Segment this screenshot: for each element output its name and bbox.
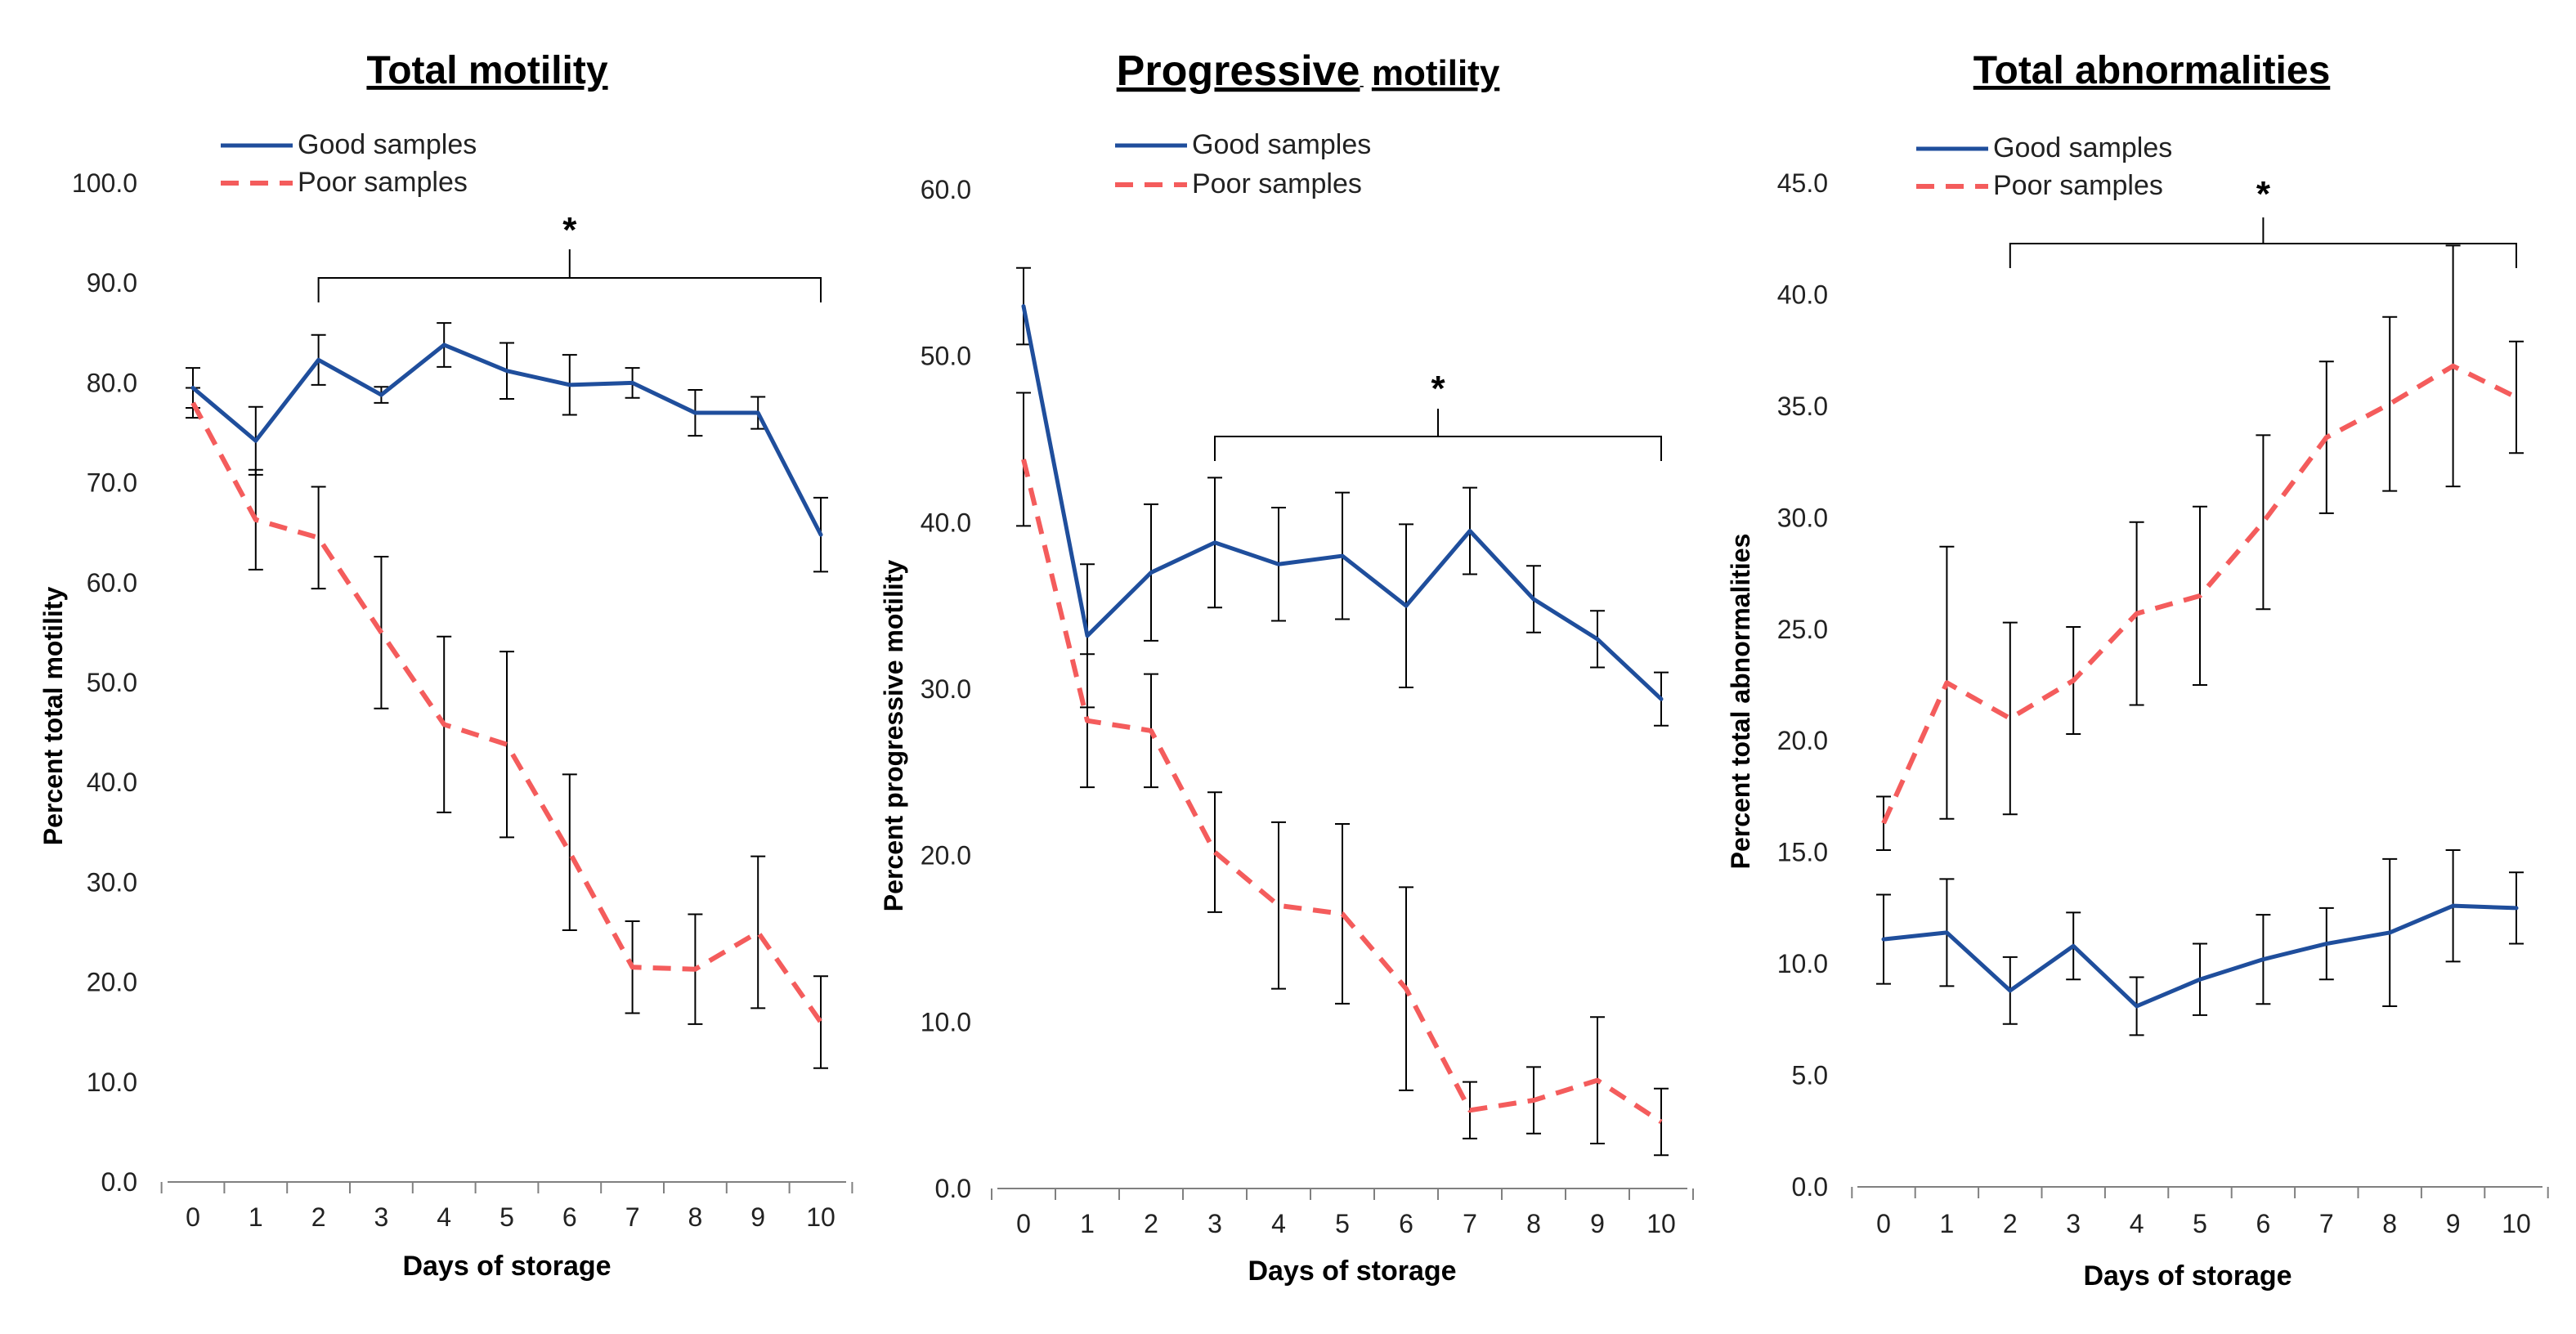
panel-total-abnormalities: Total abnormalities Percent total abnorm… (1726, 49, 2549, 1291)
x-tick-label: 4 (2130, 1209, 2144, 1238)
y-axis-label: Percent total abnormalities (1726, 534, 1755, 870)
significance-star: * (2256, 174, 2271, 214)
y-tick-label: 0.0 (101, 1167, 137, 1197)
y-axis-label: Percent total motility (38, 587, 68, 846)
x-tick-label: 10 (2502, 1209, 2531, 1238)
x-tick-label: 2 (311, 1202, 326, 1232)
x-tick-label: 3 (1207, 1209, 1222, 1238)
y-tick-label: 60.0 (921, 175, 971, 204)
x-tick-label: 8 (1526, 1209, 1541, 1238)
series-line-good (1881, 903, 2519, 1009)
series-line-poor (1881, 363, 2518, 825)
x-tick-label: 9 (2446, 1209, 2461, 1238)
legend-label-poor: Poor samples (1192, 168, 1362, 199)
x-tick-label: 5 (1335, 1209, 1350, 1238)
y-tick-label: 45.0 (1777, 168, 1828, 198)
x-tick-label: 1 (249, 1202, 263, 1232)
y-tick-label: 20.0 (1777, 726, 1828, 755)
y-tick-label: 20.0 (921, 841, 971, 871)
legend-label-good: Good samples (298, 129, 477, 160)
x-tick-label: 7 (2319, 1209, 2334, 1238)
y-tick-label: 90.0 (87, 268, 137, 298)
x-tick-label: 0 (186, 1202, 200, 1232)
series-line-poor (1021, 459, 1663, 1125)
panel-progressive-motility: Progressive motility Percent progressive… (879, 47, 1694, 1287)
y-tick-label: 70.0 (87, 468, 137, 498)
legend-label-good: Good samples (1993, 132, 2172, 163)
y-tick-label: 20.0 (87, 968, 137, 997)
y-tick-label: 30.0 (87, 867, 137, 897)
x-tick-label: 7 (1463, 1209, 1477, 1238)
x-axis-label: Days of storage (1248, 1256, 1456, 1287)
x-tick-label: 5 (500, 1202, 514, 1232)
x-tick-label: 0 (1016, 1209, 1031, 1238)
x-tick-label: 1 (1080, 1209, 1095, 1238)
x-tick-label: 8 (2382, 1209, 2397, 1238)
significance-bracket (2009, 243, 2517, 268)
y-tick-label: 60.0 (87, 568, 137, 598)
x-tick-label: 3 (2066, 1209, 2081, 1238)
x-tick-label: 6 (562, 1202, 577, 1232)
y-tick-label: 0.0 (1792, 1172, 1828, 1202)
significance-bracket (317, 277, 822, 302)
series-line-good (1021, 304, 1664, 701)
x-tick-label: 5 (2193, 1209, 2207, 1238)
y-tick-label: 10.0 (921, 1007, 971, 1036)
y-tick-label: 0.0 (935, 1174, 971, 1203)
x-axis-label: Days of storage (2083, 1260, 2292, 1291)
y-tick-label: 40.0 (87, 768, 137, 797)
legend-label-poor: Poor samples (1993, 170, 2163, 201)
chart-title: Total abnormalities (1973, 49, 2331, 92)
y-tick-label: 15.0 (1777, 838, 1828, 867)
y-tick-label: 50.0 (87, 668, 137, 697)
y-tick-label: 50.0 (921, 342, 971, 371)
y-tick-label: 10.0 (87, 1068, 137, 1097)
legend-label-poor: Poor samples (298, 167, 468, 198)
y-tick-label: 100.0 (72, 168, 137, 198)
y-axis-label: Percent progressive motility (879, 560, 908, 912)
x-tick-label: 1 (1940, 1209, 1955, 1238)
chart-title-part-1: Progressive (1117, 47, 1360, 95)
y-tick-label: 25.0 (1777, 615, 1828, 644)
x-tick-label: 8 (688, 1202, 703, 1232)
chart-title: Total motility (366, 49, 607, 92)
x-tick-label: 3 (374, 1202, 389, 1232)
y-tick-label: 10.0 (1777, 949, 1828, 978)
y-tick-label: 30.0 (1777, 503, 1828, 532)
significance-star: * (562, 210, 577, 250)
legend-label-good: Good samples (1192, 129, 1371, 160)
x-tick-label: 9 (750, 1202, 765, 1232)
significance-bracket (1214, 436, 1662, 461)
x-tick-label: 6 (2256, 1209, 2271, 1238)
x-tick-label: 7 (625, 1202, 640, 1232)
x-tick-label: 10 (1646, 1209, 1676, 1238)
significance-star: * (1431, 369, 1445, 409)
x-axis-label: Days of storage (402, 1251, 611, 1282)
x-tick-label: 10 (806, 1202, 836, 1232)
y-tick-label: 30.0 (921, 674, 971, 704)
x-tick-label: 4 (1271, 1209, 1286, 1238)
x-tick-label: 4 (437, 1202, 451, 1232)
y-tick-label: 35.0 (1777, 392, 1828, 421)
chart-title-part-2: motility (1372, 53, 1500, 93)
x-tick-label: 0 (1876, 1209, 1891, 1238)
chart-title: Progressive motility (1117, 47, 1500, 95)
y-tick-label: 40.0 (921, 508, 971, 537)
series-line-poor (190, 401, 823, 1024)
y-tick-label: 5.0 (1792, 1061, 1828, 1090)
series-line-good (190, 342, 823, 537)
panel-total-motility: Total motility Percent total motility Da… (38, 49, 853, 1282)
x-tick-label: 2 (2003, 1209, 2018, 1238)
y-tick-label: 40.0 (1777, 280, 1828, 309)
x-tick-label: 6 (1399, 1209, 1413, 1238)
x-tick-label: 2 (1144, 1209, 1158, 1238)
x-tick-label: 9 (1590, 1209, 1605, 1238)
y-tick-label: 80.0 (87, 368, 137, 397)
